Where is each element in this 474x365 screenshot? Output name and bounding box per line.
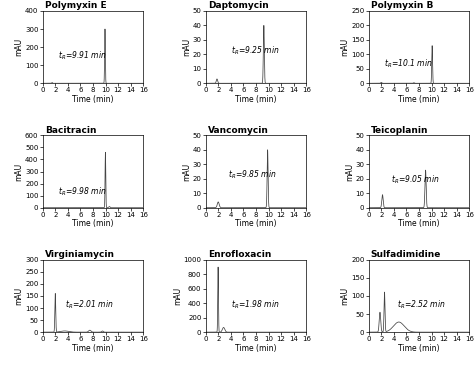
X-axis label: Time (min): Time (min) — [235, 344, 277, 353]
Text: t$_R$=9.25 min: t$_R$=9.25 min — [231, 45, 279, 57]
X-axis label: Time (min): Time (min) — [235, 95, 277, 104]
Y-axis label: mAU: mAU — [182, 38, 191, 56]
Y-axis label: mAU: mAU — [15, 287, 24, 305]
Text: Enrofloxacin: Enrofloxacin — [208, 250, 271, 259]
X-axis label: Time (min): Time (min) — [398, 344, 440, 353]
Text: Vancomycin: Vancomycin — [208, 126, 269, 135]
Text: Sulfadimidine: Sulfadimidine — [371, 250, 441, 259]
Text: t$_R$=9.98 min: t$_R$=9.98 min — [58, 185, 107, 198]
Y-axis label: mAU: mAU — [345, 162, 354, 181]
X-axis label: Time (min): Time (min) — [72, 219, 114, 228]
X-axis label: Time (min): Time (min) — [72, 95, 114, 104]
Y-axis label: mAU: mAU — [15, 38, 24, 56]
Y-axis label: mAU: mAU — [341, 38, 350, 56]
Y-axis label: mAU: mAU — [182, 162, 191, 181]
Y-axis label: mAU: mAU — [15, 162, 24, 181]
Text: Bacitracin: Bacitracin — [45, 126, 96, 135]
Text: Polymyxin B: Polymyxin B — [371, 1, 433, 10]
Text: t$_R$=9.85 min: t$_R$=9.85 min — [228, 169, 276, 181]
Text: t$_R$=9.91 min: t$_R$=9.91 min — [58, 50, 107, 62]
Text: Polymyxin E: Polymyxin E — [45, 1, 106, 10]
Text: t$_R$=9.05 min: t$_R$=9.05 min — [391, 174, 439, 187]
Text: Teicoplanin: Teicoplanin — [371, 126, 428, 135]
X-axis label: Time (min): Time (min) — [235, 219, 277, 228]
Text: Virginiamycin: Virginiamycin — [45, 250, 115, 259]
Text: Daptomycin: Daptomycin — [208, 1, 268, 10]
Y-axis label: mAU: mAU — [341, 287, 350, 305]
X-axis label: Time (min): Time (min) — [72, 344, 114, 353]
Text: t$_R$=2.52 min: t$_R$=2.52 min — [397, 299, 446, 311]
Text: t$_R$=1.98 min: t$_R$=1.98 min — [231, 299, 280, 311]
X-axis label: Time (min): Time (min) — [398, 219, 440, 228]
Y-axis label: mAU: mAU — [173, 287, 182, 305]
Text: t$_R$=10.1 min: t$_R$=10.1 min — [384, 58, 433, 70]
Text: t$_R$=2.01 min: t$_R$=2.01 min — [64, 299, 113, 311]
X-axis label: Time (min): Time (min) — [398, 95, 440, 104]
